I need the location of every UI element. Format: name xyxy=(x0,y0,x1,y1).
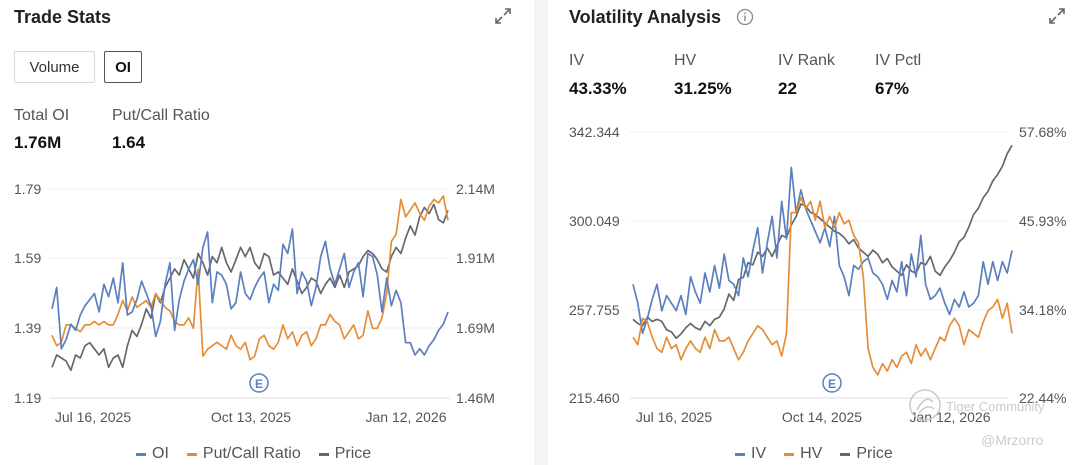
left-axis-tick: 257.755 xyxy=(569,302,620,318)
legend-swatch xyxy=(840,452,851,456)
left-axis-tick: 215.460 xyxy=(569,390,620,406)
grid-lines xyxy=(50,188,450,399)
volatility-analysis-panel: Volatility Analysis IV 43.33% HV 31.25% … xyxy=(548,0,1080,465)
legend-item-price[interactable]: Price xyxy=(840,445,893,463)
put-call-ratio-label: Put/Call Ratio xyxy=(112,107,210,124)
x-axis-tick: Oct 14, 2025 xyxy=(782,409,862,425)
hv-value: 31.25% xyxy=(674,79,732,98)
iv-rank-label: IV Rank xyxy=(778,52,835,69)
x-axis-tick: Jan 12, 2026 xyxy=(910,409,991,425)
legend-label: Put/Call Ratio xyxy=(202,445,301,462)
right-axis-tick: 22.44% xyxy=(1019,390,1066,406)
legend-label: OI xyxy=(152,445,169,462)
oi-toggle-button[interactable]: OI xyxy=(104,51,142,83)
x-axis-tick: Oct 13, 2025 xyxy=(211,409,291,425)
legend-swatch xyxy=(318,452,329,456)
trade-stats-panel: Trade Stats Volume OI Total OI 1.76M Put… xyxy=(0,0,534,465)
right-axis-tick: 1.91M xyxy=(456,250,495,266)
legend-item-price[interactable]: Price xyxy=(318,445,372,463)
left-axis-tick: 1.39 xyxy=(14,320,41,336)
panel-title: Volatility Analysis xyxy=(569,7,722,27)
legend-swatch xyxy=(186,452,197,456)
right-axis-tick: 57.68% xyxy=(1019,124,1066,140)
earnings-marker[interactable]: E xyxy=(822,373,842,393)
volume-toggle-button[interactable]: Volume xyxy=(14,51,95,83)
left-axis-tick: 1.59 xyxy=(14,250,41,266)
tiger-logo-icon xyxy=(909,389,941,421)
series-line-price xyxy=(51,203,449,372)
legend-item-oi[interactable]: OI xyxy=(136,445,169,463)
legend-swatch xyxy=(784,452,795,456)
expand-icon[interactable] xyxy=(1047,6,1067,26)
trade-stats-chart: 1.79 1.59 1.39 1.19 2.14M 1.91M 1.69M 1.… xyxy=(14,181,495,425)
panel-title: Trade Stats xyxy=(14,7,112,27)
series-line-iv xyxy=(632,166,1013,335)
iv-value: 43.33% xyxy=(569,79,627,98)
right-axis-tick: 45.93% xyxy=(1019,213,1066,229)
right-axis-tick: 34.18% xyxy=(1019,302,1066,318)
expand-icon[interactable] xyxy=(493,6,513,26)
total-oi-value: 1.76M xyxy=(14,133,62,152)
right-axis-tick: 1.69M xyxy=(456,320,495,336)
panel-divider xyxy=(534,0,548,465)
legend-item-hv[interactable]: HV xyxy=(784,445,822,463)
series-line-put-call-ratio xyxy=(51,195,449,361)
left-axis-tick: 1.79 xyxy=(14,181,41,197)
right-axis-tick: 2.14M xyxy=(456,181,495,197)
earnings-marker-label: E xyxy=(255,377,263,391)
series-line-price xyxy=(632,144,1013,340)
trade-stats-legend: OI Put/Call Ratio Price xyxy=(136,444,389,464)
hv-label: HV xyxy=(674,52,697,69)
left-axis-tick: 300.049 xyxy=(569,213,620,229)
left-axis-tick: 342.344 xyxy=(569,124,620,140)
x-axis-tick: Jul 16, 2025 xyxy=(55,409,131,425)
legend-swatch xyxy=(136,452,146,456)
iv-rank-value: 22 xyxy=(778,79,797,98)
x-axis-tick: Jan 12, 2026 xyxy=(366,409,447,425)
left-axis-tick: 1.19 xyxy=(14,390,41,406)
info-icon[interactable] xyxy=(736,8,754,26)
watermark-user: @Mrzorro xyxy=(981,432,1044,448)
legend-swatch xyxy=(735,452,745,456)
iv-label: IV xyxy=(569,52,585,69)
earnings-marker[interactable]: E xyxy=(249,373,269,393)
volatility-legend: IV HV Price xyxy=(735,444,911,464)
series-line-hv xyxy=(632,196,1013,376)
legend-label: Price xyxy=(334,445,372,462)
legend-item-put-call-ratio[interactable]: Put/Call Ratio xyxy=(186,445,301,463)
legend-label: Price xyxy=(856,445,893,462)
iv-pctl-value: 67% xyxy=(875,79,910,98)
series-line-oi xyxy=(51,228,449,356)
volatility-chart: 342.344 300.049 257.755 215.460 57.68% 4… xyxy=(569,124,1066,425)
legend-label: IV xyxy=(751,445,767,462)
legend-item-iv[interactable]: IV xyxy=(735,445,766,463)
grid-lines xyxy=(630,131,1008,399)
x-axis-tick: Jul 16, 2025 xyxy=(636,409,712,425)
total-oi-label: Total OI xyxy=(14,107,70,124)
watermark-brand: Tiger Community xyxy=(946,399,1045,414)
legend-label: HV xyxy=(800,445,823,462)
right-axis-tick: 1.46M xyxy=(456,390,495,406)
put-call-ratio-value: 1.64 xyxy=(112,133,146,152)
earnings-marker-label: E xyxy=(828,377,836,391)
iv-pctl-label: IV Pctl xyxy=(875,52,922,69)
